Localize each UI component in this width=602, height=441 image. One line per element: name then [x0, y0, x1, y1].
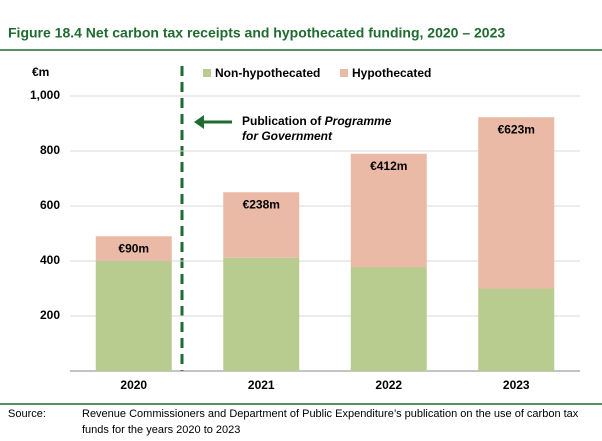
bar-segment	[223, 192, 300, 258]
source-text: funds for the years 2020 to 2023	[82, 424, 240, 436]
x-tick-label: 2021	[248, 378, 275, 392]
y-tick-label: 400	[40, 253, 60, 267]
chart-title: Figure 18.4 Net carbon tax receipts and …	[8, 25, 505, 41]
annotation-part: Programme	[325, 114, 392, 128]
bar-segment	[223, 257, 300, 371]
legend-swatch	[203, 69, 211, 77]
x-tick-label: 2020	[120, 378, 147, 392]
data-label: €90m	[118, 241, 149, 255]
annotation: Publication of Programme for Government	[180, 66, 392, 371]
data-label: €238m	[243, 197, 280, 211]
x-tick-label: 2022	[375, 378, 402, 392]
legend-label: Non-hypothecated	[215, 66, 320, 80]
arrow-head	[194, 115, 204, 129]
bar-segment	[478, 288, 555, 371]
plot: 200 400 600 800 1,000 €90m €238m €412m €623m 2020…	[30, 66, 580, 392]
legend-label: Hypothecated	[352, 66, 431, 80]
source-label: Source:	[8, 408, 46, 420]
source-text: Revenue Commissioners and Department of …	[82, 408, 579, 420]
bar-segment	[95, 236, 172, 261]
y-tick-label: 1,000	[30, 88, 60, 102]
y-tick-label: 200	[40, 308, 60, 322]
annotation-text: for Government	[242, 129, 333, 143]
annotation-part: Publication of	[242, 114, 325, 128]
bar-segment	[350, 153, 427, 268]
data-label: €623m	[498, 122, 535, 136]
legend-swatch	[340, 69, 348, 77]
y-tick-label: 600	[40, 198, 60, 212]
annotation-text: Publication of Programme	[242, 114, 392, 128]
bars: €90m €238m €412m €623m	[95, 117, 555, 371]
bar-segment	[478, 117, 555, 289]
y-tick-label: 800	[40, 143, 60, 157]
y-axis-label: €m	[32, 65, 49, 79]
bar-segment	[95, 261, 172, 371]
data-label: €412m	[370, 159, 407, 173]
x-tick-label: 2023	[503, 378, 530, 392]
bar-segment	[350, 267, 427, 371]
